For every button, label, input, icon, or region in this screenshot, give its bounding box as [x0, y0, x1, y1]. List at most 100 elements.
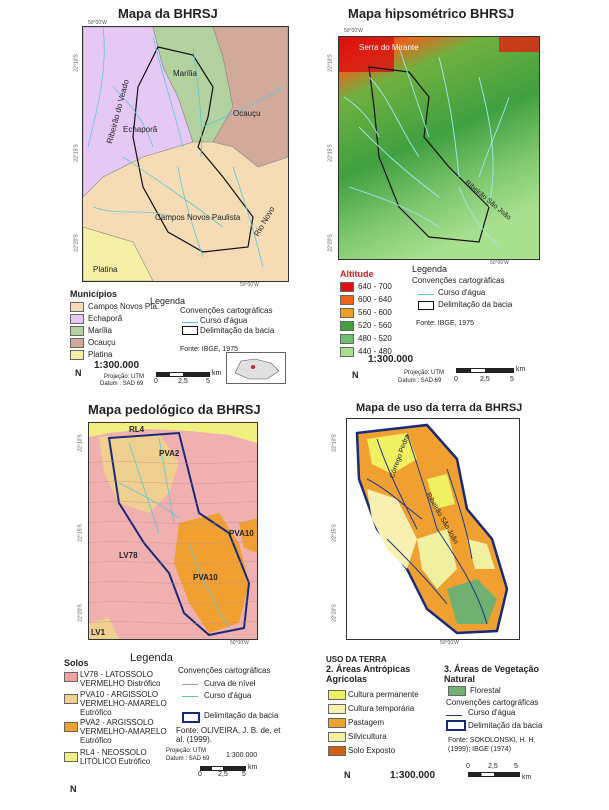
scale-num: 2,5: [218, 771, 228, 778]
legend-item: Solo Exposto: [348, 746, 396, 755]
tick-label: 50°00'W: [240, 282, 259, 288]
scale-bar: [468, 772, 520, 777]
locator-map: [226, 352, 286, 384]
scale-unit: km: [248, 764, 258, 771]
legend-item: LV78 - LATOSSOLO VERMELHO Distrófico: [80, 670, 161, 688]
projection-text: Projeção: UTM: [104, 374, 145, 380]
scale-num: 0: [154, 378, 158, 385]
tick-label: 22°20'S: [327, 234, 334, 252]
legend-basin: Delimitação da bacia: [438, 300, 513, 309]
map-frame-pedo: RL4 PVA2 LV78 PVA10 PVA10 LV1: [88, 422, 258, 640]
label-lv1: LV1: [91, 628, 106, 637]
legend-title: USO DA TERRA: [326, 655, 387, 664]
conv-heading: Convenções cartográficas: [446, 698, 539, 707]
tick-label: 22°15'S: [327, 144, 334, 162]
scale-num: 5: [514, 763, 518, 770]
tick-label: 22°10'S: [331, 434, 338, 452]
scale-ratio: 1:300.000: [94, 360, 140, 371]
legend-swatch: [328, 718, 346, 728]
legend-basin: Delimitação da bacia: [468, 721, 543, 730]
legend-swatch: [64, 752, 78, 762]
stream-line-swatch: [182, 322, 198, 323]
source-text: Fonte: IBGE, 1975: [180, 346, 238, 353]
legend-item: 440 - 480: [358, 347, 392, 356]
legend-item: Ocauçu: [88, 338, 116, 347]
scale-ratio: 1:300.000: [226, 752, 258, 759]
tick-label: 22°20'S: [331, 604, 338, 622]
legend-item: 600 - 640: [358, 295, 392, 304]
legend-heading: Legenda: [412, 264, 448, 274]
panel-title: Mapa pedológico da BHRSJ: [88, 402, 261, 417]
label-marilia: Marília: [173, 69, 198, 78]
legend-group-vegetation: 3. Áreas de Vegetação Natural: [444, 664, 540, 684]
scale-num: 2,5: [480, 376, 490, 383]
tick-label: 50°00'W: [344, 28, 363, 34]
legend-item: 560 - 600: [358, 308, 392, 317]
scale-ratio: 1:300.000: [368, 354, 414, 365]
soil-map: [89, 423, 257, 639]
land-use-map: [355, 423, 509, 635]
legend-swatch: [70, 314, 84, 324]
legend-swatch: [328, 732, 346, 742]
tick-label: 22°10'S: [327, 54, 334, 72]
label-pva2: PVA2: [159, 449, 180, 458]
legend-swatch: [340, 347, 354, 357]
scale-num: 5: [242, 771, 246, 778]
legend-item: Florestal: [470, 686, 501, 695]
legend-swatch: [70, 302, 84, 312]
source-text: Fonte: OLIVEIRA, J. B. de, et al. (1999)…: [176, 726, 281, 744]
legend-item: Platina: [88, 350, 113, 359]
legend-basin: Delimitação da bacia: [204, 711, 279, 720]
legend-item: RL4 - NEOSSOLO LITÓLICO Eutrófico: [80, 748, 151, 766]
north-arrow-icon: N: [344, 770, 351, 780]
label-lv78: LV78: [119, 551, 138, 560]
map-frame-municipios: Ribeirão do Veado Echaporã Marília Ocauç…: [82, 26, 289, 282]
legend-swatch: [70, 338, 84, 348]
datum-text: Datum : SAD 69: [166, 756, 210, 762]
legend-swatch: [64, 694, 78, 704]
legend-swatch: [328, 746, 346, 756]
scale-unit: km: [516, 366, 526, 373]
legend-swatch: [340, 282, 354, 292]
panel-title: Mapa de uso da terra da BHRSJ: [356, 402, 523, 414]
legend-stream: Curso d'água: [200, 316, 248, 325]
municipios-map: [83, 27, 288, 281]
conv-heading: Convenções cartográficas: [178, 666, 271, 675]
scale-num: 5: [510, 376, 514, 383]
legend-title: Municípios: [70, 289, 117, 299]
legend-swatch: [340, 321, 354, 331]
scale-num: 0: [454, 376, 458, 383]
legend-stream: Curso d'água: [204, 691, 252, 700]
legend-contour: Curva de nível: [204, 679, 256, 688]
projection-text: Projeção: UTM: [404, 370, 445, 376]
legend-swatch: [448, 686, 466, 696]
map-frame-uso: Córrego Pedra Ribeirão São João: [346, 418, 520, 640]
legend-item: 520 - 560: [358, 321, 392, 330]
label-pva10: PVA10: [193, 573, 218, 582]
scale-unit: km: [522, 774, 532, 781]
datum-text: Datum : SAD 69: [398, 378, 442, 384]
tick-label: 50°00'W: [490, 260, 509, 266]
basin-boundary-swatch: [418, 301, 434, 310]
legend-heading: Legenda: [150, 296, 186, 306]
scale-unit: km: [212, 370, 222, 377]
north-arrow-icon: N: [352, 370, 359, 380]
legend-item: 480 - 520: [358, 334, 392, 343]
legend-basin: Delimitação da bacia: [200, 326, 275, 335]
legend-item: Marília: [88, 326, 113, 335]
stream-line-swatch: [446, 715, 462, 716]
tick-label: 22°15'S: [331, 524, 338, 542]
source-text: Fonte: SOKOLONSKI, H. H. (1999); IBGE (1…: [448, 737, 536, 753]
panel-title: Mapa da BHRSJ: [118, 6, 218, 21]
north-arrow-icon: N: [70, 784, 77, 794]
legend-title: Altitude: [340, 269, 374, 279]
basin-boundary-swatch: [182, 326, 198, 335]
label-serra-mirante: Serra do Mirante: [359, 43, 419, 52]
legend-swatch: [340, 334, 354, 344]
label-ocaucu: Ocauçu: [233, 109, 261, 118]
legend-swatch: [328, 704, 346, 714]
legend-item: Pastagem: [348, 718, 385, 727]
stream-line-swatch: [182, 696, 198, 697]
tick-label: 22°10'S: [77, 434, 84, 452]
label-campos-novos: Campos Novos Paulista: [155, 213, 241, 222]
